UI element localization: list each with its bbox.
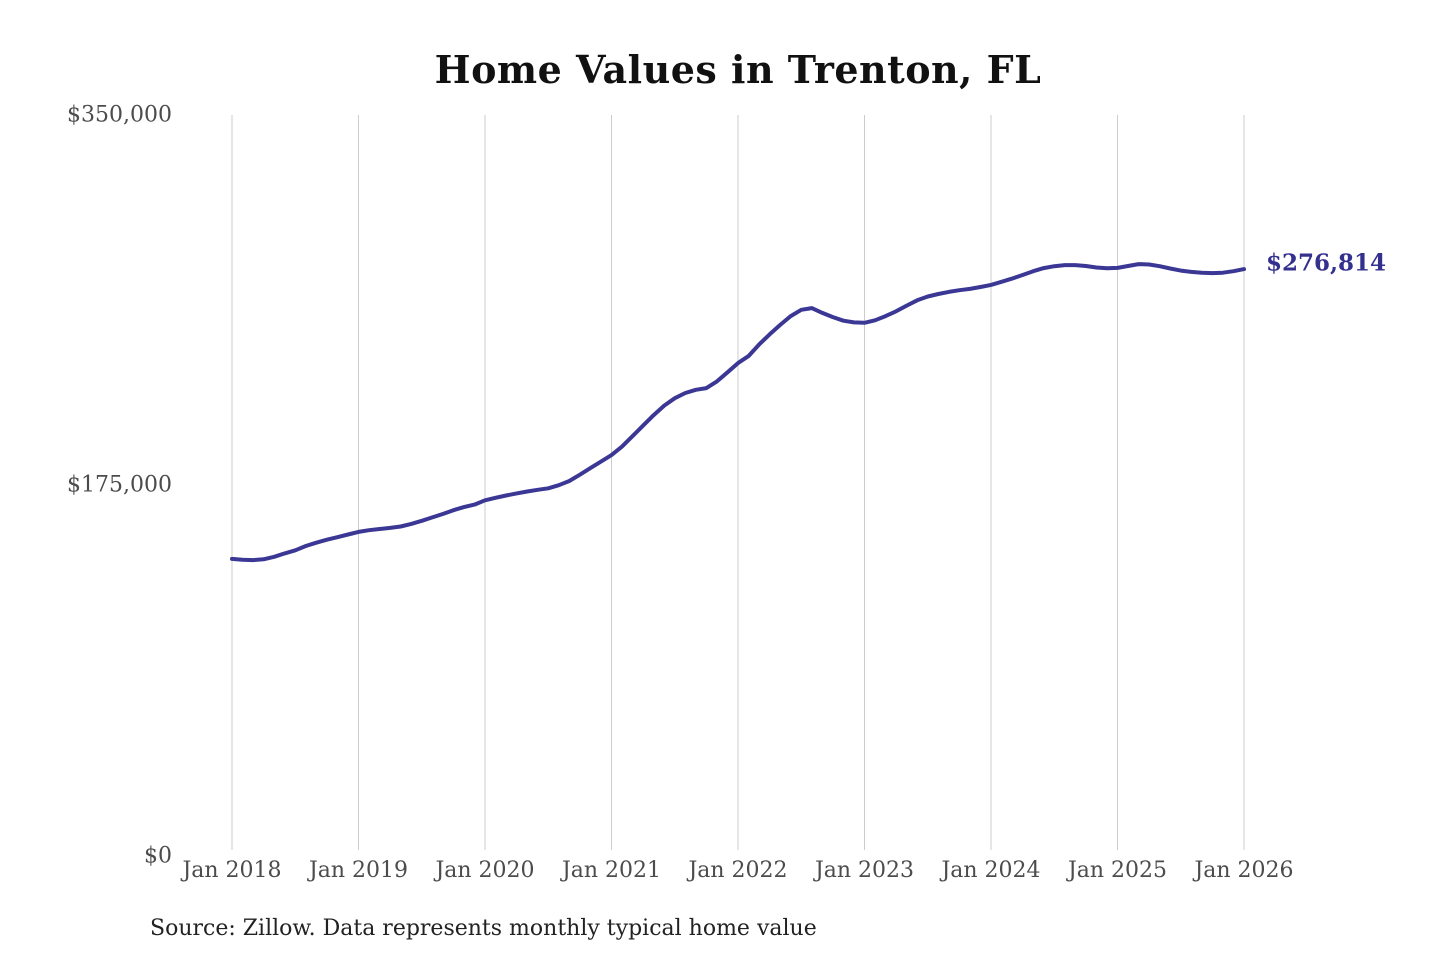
y-axis-tick-0: $0 [144, 843, 172, 869]
x-axis-tick-jan-2023: Jan 2023 [814, 858, 915, 883]
y-axis-tick-350000: $350,000 [67, 102, 172, 128]
x-axis-tick-jan-2022: Jan 2022 [688, 858, 788, 883]
x-axis-tick-jan-2025: Jan 2025 [1067, 858, 1168, 883]
x-axis-tick-jan-2024: Jan 2024 [941, 858, 1041, 883]
vertical-gridlines [231, 115, 1245, 850]
latest-value-label: $276,814 [1266, 249, 1387, 277]
home-value-line [230, 262, 1246, 563]
source-note: Source: Zillow. Data represents monthly … [150, 916, 817, 941]
x-axis-tick-jan-2019: Jan 2019 [308, 858, 409, 883]
chart-title: Home Values in Trenton, FL [434, 47, 1042, 92]
x-axis-tick-jan-2026: Jan 2026 [1194, 858, 1294, 883]
x-axis-tick-jan-2018: Jan 2018 [182, 858, 282, 883]
x-axis-tick-jan-2020: Jan 2020 [435, 858, 535, 883]
x-axis-tick-jan-2021: Jan 2021 [561, 858, 662, 883]
y-axis-tick-175000: $175,000 [67, 472, 172, 498]
